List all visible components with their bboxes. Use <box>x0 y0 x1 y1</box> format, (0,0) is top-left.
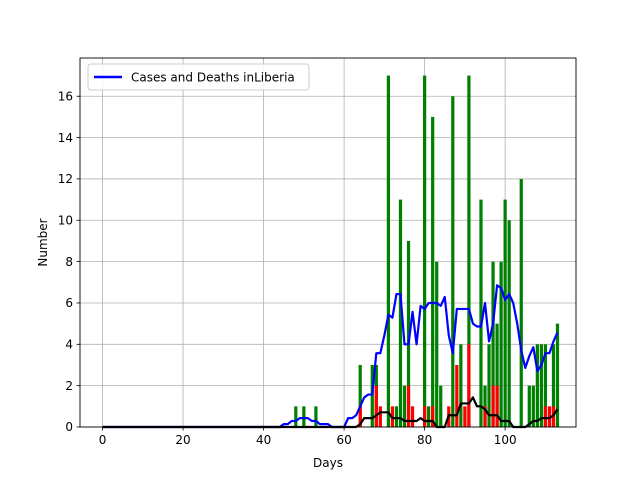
y-tick-label: 2 <box>65 379 73 393</box>
deaths-bar <box>358 406 362 427</box>
bar-marks <box>294 75 560 428</box>
cases-bar <box>495 323 499 427</box>
x-tick-label: 40 <box>256 433 271 447</box>
deaths-bar <box>378 406 382 427</box>
legend-box <box>87 63 310 91</box>
y-tick-label: 16 <box>58 89 73 103</box>
cases-average-line <box>102 284 559 429</box>
cases-bar <box>302 406 306 427</box>
x-tick-label: 60 <box>336 433 351 447</box>
cases-bar <box>527 385 531 427</box>
deaths-bar <box>423 406 427 427</box>
cases-bar <box>479 199 483 427</box>
cases-bar <box>402 385 407 427</box>
cases-bar <box>398 199 403 427</box>
deaths-bar <box>374 385 378 427</box>
cases-bar <box>539 344 543 427</box>
y-tick-label: 4 <box>65 338 73 352</box>
cases-bar <box>406 240 411 427</box>
x-tick-label: 0 <box>99 433 107 447</box>
cases-bar <box>507 220 511 427</box>
y-axis-label: Number <box>36 218 50 266</box>
cases-bar <box>503 199 507 427</box>
y-tick-label: 10 <box>58 213 73 227</box>
cases-bar <box>358 364 362 427</box>
cases-bar <box>451 96 455 427</box>
cases-bar <box>394 406 399 427</box>
deaths-bar <box>491 385 495 427</box>
cases-bar <box>487 344 491 427</box>
cases-bar <box>370 364 374 427</box>
y-tick-label: 8 <box>65 255 73 269</box>
cases-bar <box>551 344 556 427</box>
cases-bar <box>386 75 390 428</box>
deaths-bar <box>551 406 556 427</box>
axis-ticks: 0 20 40 60 80 100 0 2 4 6 8 10 12 14 16 <box>58 89 517 447</box>
cases-bar <box>435 261 439 427</box>
cases-bar <box>543 344 548 427</box>
x-tick-label: 20 <box>175 433 190 447</box>
cases-bar <box>439 385 443 427</box>
cases-bar <box>499 261 503 427</box>
deaths-bar <box>463 406 467 427</box>
cases-bar <box>519 178 523 427</box>
cases-bar <box>423 75 427 428</box>
x-tick-label: 80 <box>417 433 432 447</box>
deaths-bar <box>455 364 459 427</box>
deaths-bar <box>406 385 411 427</box>
cases-bar <box>531 385 535 427</box>
y-tick-label: 12 <box>58 172 73 186</box>
x-axis-label: Days <box>313 456 343 470</box>
y-tick-label: 14 <box>58 131 73 145</box>
deaths-bar <box>431 406 435 427</box>
deaths-bar <box>495 385 499 427</box>
x-tick-label: 100 <box>494 433 517 447</box>
cases-bar <box>427 406 431 427</box>
deaths-bar <box>543 406 548 427</box>
legend: Cases and Deaths inLiberia <box>87 63 310 91</box>
cases-bar <box>459 344 463 427</box>
cases-bar <box>555 323 560 427</box>
y-tick-label: 6 <box>65 296 73 310</box>
deaths-bar <box>547 406 552 427</box>
cases-bar <box>535 344 539 427</box>
y-tick-label: 0 <box>65 420 73 434</box>
plot-frame <box>79 57 577 428</box>
cases-bar <box>467 75 471 428</box>
deaths-bar <box>410 406 415 427</box>
cases-bar <box>431 116 435 428</box>
legend-label: Cases and Deaths inLiberia <box>131 71 295 85</box>
deaths-bar <box>467 344 471 427</box>
cases-bar <box>314 406 318 427</box>
deaths-bar <box>483 406 487 427</box>
cases-bar <box>491 261 495 427</box>
cases-bar <box>294 406 298 427</box>
